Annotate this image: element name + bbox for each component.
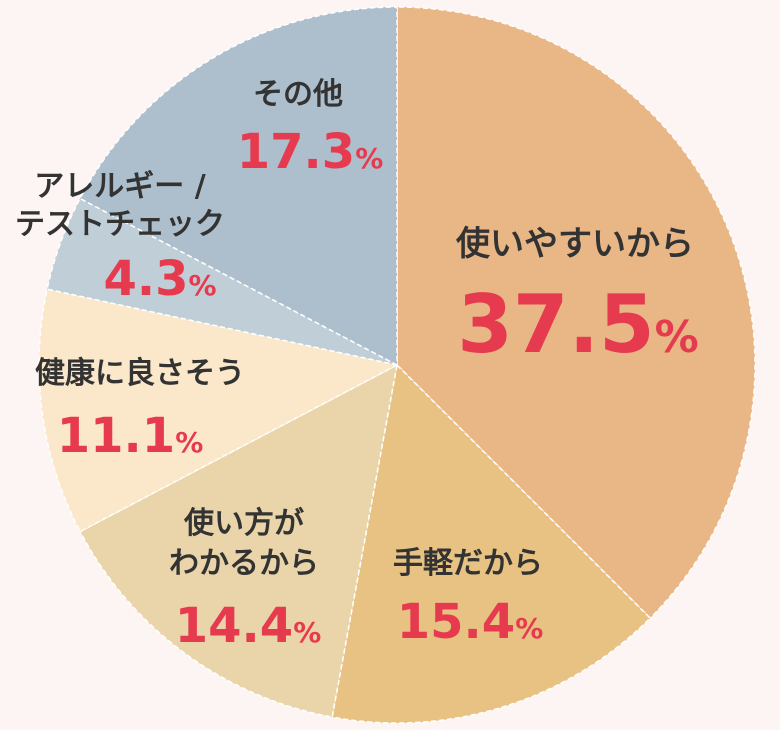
pie-slice-3: [79, 363, 399, 718]
slice-value-4: 11.1%: [57, 408, 204, 464]
slice-value-6: 17.3%: [237, 124, 384, 180]
slice-label-2: 手軽だから: [393, 546, 543, 581]
pie-slice-4: [38, 288, 400, 533]
slice-value-5: 4.3%: [103, 251, 216, 307]
slice-value-2: 15.4%: [397, 594, 544, 650]
slice-label-1: 使いやすいから: [455, 224, 694, 264]
slice-label-3: 使い方がわかるから: [169, 506, 319, 581]
pie-slices: [38, 6, 756, 724]
pie-slice-1: [396, 6, 756, 620]
pie-slice-5: [46, 197, 398, 366]
slice-value-3: 14.4%: [175, 598, 322, 654]
slice-value-1: 37.5%: [457, 278, 698, 371]
pie-labels: 使いやすいから 37.5% 手軽だから 15.4% 使い方がわかるから 14.4% 健康に良…: [15, 77, 699, 654]
pie-slice-2: [331, 363, 652, 724]
pie-slice-6: [79, 6, 398, 367]
slice-label-6: その他: [253, 77, 343, 112]
slice-label-4: 健康に良さそう: [35, 356, 245, 391]
slice-label-5: アレルギー /テストチェック: [15, 169, 225, 242]
